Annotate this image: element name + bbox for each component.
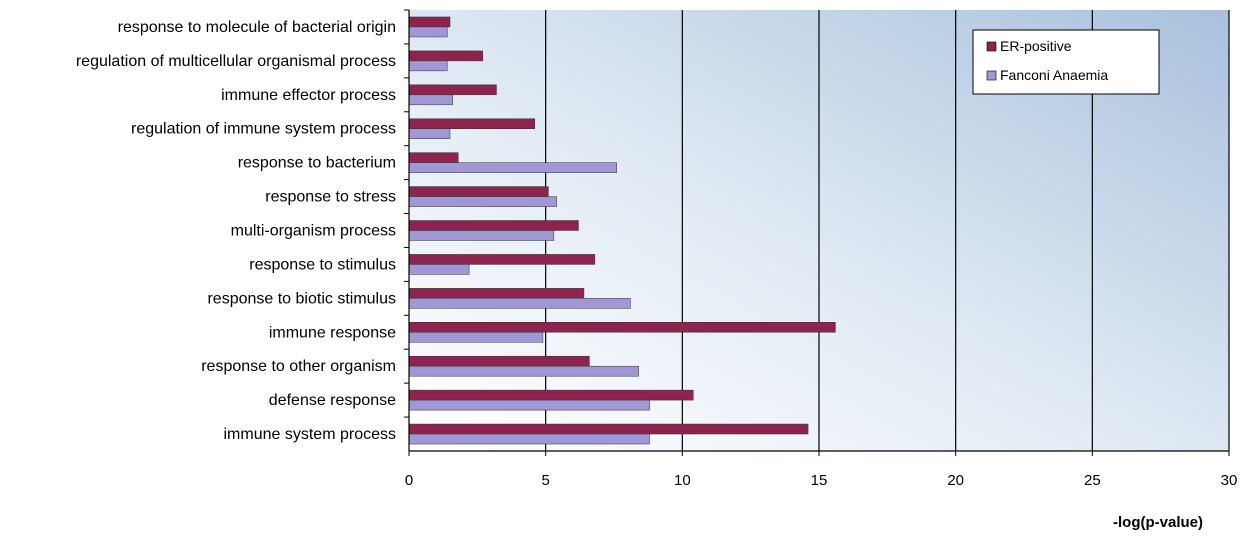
bar-fanconi-anaemia-regulation-of-immune-system-process xyxy=(408,128,451,139)
bar-er-positive-response-to-other-organism xyxy=(408,355,590,367)
x-tick-label-20: 20 xyxy=(947,472,964,489)
legend-label-fanconi-anaemia: Fanconi Anaemia xyxy=(1000,67,1108,83)
category-label-response-to-stimulus: response to stimulus xyxy=(249,256,396,273)
bar-fanconi-anaemia-multi-organism-process xyxy=(408,230,555,241)
bar-fanconi-anaemia-immune-effector-process xyxy=(408,94,453,106)
bar-er-positive-response-to-molecule-of-bacterial-origin xyxy=(408,16,451,28)
bar-er-positive-immune-system-process xyxy=(408,423,809,435)
bar-fanconi-anaemia-response-to-stimulus xyxy=(408,264,470,275)
bar-er-positive-response-to-stress xyxy=(408,186,549,197)
x-tick-label-15: 15 xyxy=(811,472,828,489)
category-label-response-to-biotic-stimulus: response to biotic stimulus xyxy=(207,290,396,307)
bar-fanconi-anaemia-defense-response xyxy=(408,399,650,411)
gridlines xyxy=(545,10,1230,451)
x-tick-labels: 0 5 10 15 20 25 30 xyxy=(405,472,1238,489)
legend-label-er-positive: ER-positive xyxy=(1000,38,1072,54)
bars xyxy=(408,16,836,445)
bar-fanconi-anaemia-response-to-bacterium xyxy=(408,162,617,173)
bar-er-positive-immune-response xyxy=(408,322,836,333)
x-axis-title: -log(p-value) xyxy=(1113,514,1203,531)
category-label-response-to-bacterium: response to bacterium xyxy=(238,155,396,172)
category-labels: response to molecule of bacterial origin… xyxy=(76,19,396,443)
legend: ER-positive Fanconi Anaemia xyxy=(972,29,1160,95)
legend-box xyxy=(972,29,1160,95)
category-label-regulation-of-immune-system-process: regulation of immune system process xyxy=(131,121,396,138)
x-tick-label-0: 0 xyxy=(405,472,413,489)
category-label-immune-response: immune response xyxy=(269,324,396,341)
bar-er-positive-regulation-of-immune-system-process xyxy=(408,118,535,129)
category-label-response-to-stress: response to stress xyxy=(265,189,396,206)
bar-er-positive-response-to-bacterium xyxy=(408,152,459,163)
category-label-defense-response: defense response xyxy=(269,392,396,409)
bar-fanconi-anaemia-immune-system-process xyxy=(408,433,650,445)
x-tick-label-30: 30 xyxy=(1221,472,1238,489)
x-tick-label-10: 10 xyxy=(674,472,691,489)
x-tick-label-25: 25 xyxy=(1084,472,1101,489)
category-label-regulation-of-multicellular-organismal-process: regulation of multicellular organismal p… xyxy=(76,53,396,70)
category-label-response-to-molecule-of-bacterial-origin: response to molecule of bacterial origin xyxy=(118,19,396,36)
bar-fanconi-anaemia-regulation-of-multicellular-organismal-process xyxy=(408,60,448,72)
bar-er-positive-defense-response xyxy=(408,389,694,401)
legend-swatch-fanconi-anaemia xyxy=(986,70,997,81)
category-label-multi-organism-process: multi-organism process xyxy=(231,223,396,240)
bar-er-positive-regulation-of-multicellular-organismal-process xyxy=(408,50,484,62)
category-label-immune-effector-process: immune effector process xyxy=(221,87,396,104)
category-label-response-to-other-organism: response to other organism xyxy=(201,358,396,375)
bar-fanconi-anaemia-response-to-stress xyxy=(408,196,557,207)
legend-swatch-er-positive xyxy=(986,41,997,52)
bar-er-positive-immune-effector-process xyxy=(408,84,497,96)
category-label-immune-system-process: immune system process xyxy=(224,426,397,443)
bar-er-positive-response-to-stimulus xyxy=(408,254,596,265)
axes xyxy=(404,9,1230,456)
bar-fanconi-anaemia-response-to-molecule-of-bacterial-origin xyxy=(408,26,448,38)
bar-fanconi-anaemia-response-to-biotic-stimulus xyxy=(408,298,631,309)
bar-er-positive-multi-organism-process xyxy=(408,220,579,231)
bar-er-positive-response-to-biotic-stimulus xyxy=(408,288,585,299)
bar-fanconi-anaemia-immune-response xyxy=(408,332,544,343)
bar-fanconi-anaemia-response-to-other-organism xyxy=(408,365,639,377)
x-tick-label-5: 5 xyxy=(541,472,549,489)
